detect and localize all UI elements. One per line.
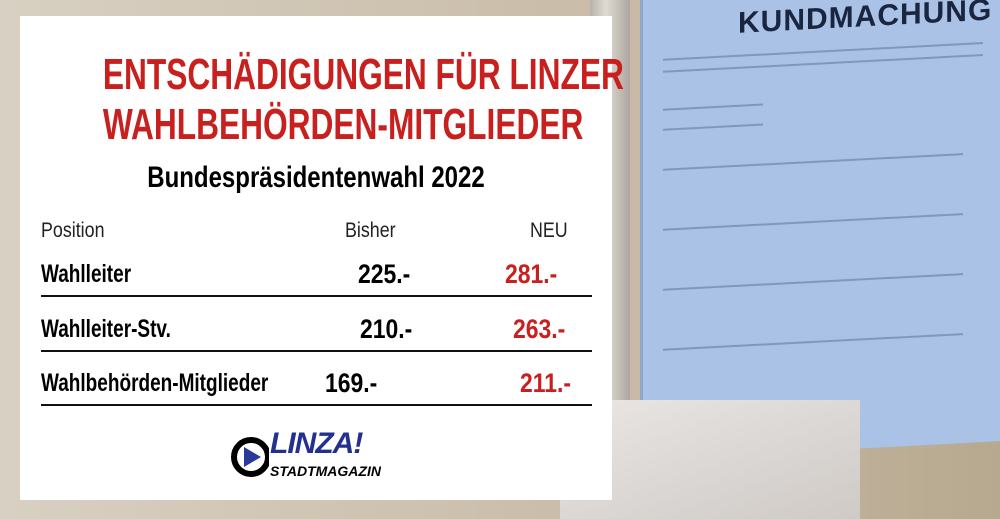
title-line-2: WAHLBEHÖRDEN-MITGLIEDER bbox=[102, 100, 584, 149]
infographic-card: ENTSCHÄDIGUNGEN FÜR LINZER WAHLBEHÖRDEN-… bbox=[20, 16, 624, 500]
title-line-1: ENTSCHÄDIGUNGEN FÜR LINZER bbox=[102, 50, 624, 99]
play-circle-icon bbox=[231, 437, 269, 477]
neu-cell: 281.- bbox=[505, 259, 558, 289]
position-cell: Wahlbehörden-Mitglieder bbox=[41, 369, 269, 397]
logo-tagline: STADTMAGAZIN bbox=[270, 463, 381, 479]
column-header-position: Position bbox=[41, 219, 105, 242]
table-row: Wahlleiter-Stv. 210.- 263.- bbox=[41, 306, 592, 352]
table-row: Wahlleiter 225.- 281.- bbox=[41, 251, 592, 297]
poster-heading: KUNDMACHUNG bbox=[738, 0, 993, 40]
column-header-neu: NEU bbox=[530, 219, 568, 242]
linza-logo: LINZA! STADTMAGAZIN bbox=[215, 420, 415, 484]
announcement-poster: KUNDMACHUNG bbox=[640, 0, 1000, 460]
bisher-cell: 210.- bbox=[360, 314, 413, 344]
bisher-cell: 169.- bbox=[325, 368, 378, 398]
subtitle: Bundespräsidentenwahl 2022 bbox=[147, 161, 485, 194]
position-cell: Wahlleiter-Stv. bbox=[41, 315, 171, 343]
table-row: Wahlbehörden-Mitglieder 169.- 211.- bbox=[41, 360, 592, 406]
neu-cell: 211.- bbox=[520, 368, 572, 398]
column-header-bisher: Bisher bbox=[345, 219, 396, 242]
logo-name: LINZA! bbox=[270, 427, 363, 460]
bisher-cell: 225.- bbox=[358, 259, 411, 289]
neu-cell: 263.- bbox=[513, 314, 566, 344]
position-cell: Wahlleiter bbox=[41, 260, 132, 288]
